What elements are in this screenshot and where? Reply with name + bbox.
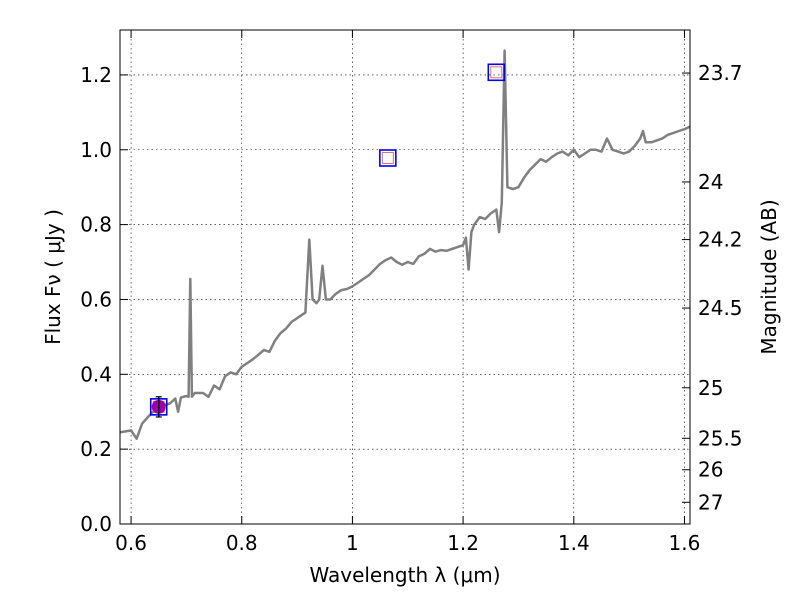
right-tick-label: 25 (698, 376, 723, 400)
spectrum-line (119, 49, 691, 440)
right-tick-label: 27 (698, 490, 723, 514)
right-tick-label: 24.5 (698, 296, 743, 320)
grid-lines (120, 30, 690, 525)
y-tick-label: 0.4 (80, 362, 112, 386)
y-tick-label: 0.0 (80, 512, 112, 536)
right-tick-label: 26 (698, 458, 723, 482)
y-tick-label: 0.2 (80, 437, 112, 461)
x-tick-label: 1 (346, 531, 359, 555)
x-tick-label: 0.8 (226, 531, 258, 555)
x-tick-label: 0.6 (115, 531, 147, 555)
series-layer (119, 49, 691, 440)
right-tick-label: 25.5 (698, 426, 743, 450)
y-tick-label: 1.2 (80, 63, 112, 87)
photometry-inner-square (490, 66, 503, 79)
y-tick-label: 0.8 (80, 213, 112, 237)
y-tick-label: 1.0 (80, 138, 112, 162)
photometry-square (487, 63, 506, 82)
x-axis-label: Wavelength λ (μm) (309, 563, 500, 587)
x-tick-label: 1.4 (558, 531, 590, 555)
y-tick-label: 0.6 (80, 287, 112, 311)
x-tick-label: 1.2 (447, 531, 479, 555)
y-axis-label: Flux Fν ( μJy ) (41, 209, 65, 345)
x-tick-label: 1.6 (669, 531, 701, 555)
plot-frame (119, 29, 691, 525)
photometry-square (379, 149, 397, 167)
right-tick-label: 24.2 (698, 228, 743, 252)
right-tick-label: 24 (698, 170, 723, 194)
right-tick-label: 23.7 (698, 61, 743, 85)
y-axis-right-label: Magnitude (AB) (757, 199, 781, 354)
tick-layer: 0.6 0.8 1 1.2 1.4 1.6 0.0 0.2 0.4 0.6 0.8 1.0 1.2 23.… (80, 30, 743, 555)
photometry-inner-square (381, 151, 394, 164)
